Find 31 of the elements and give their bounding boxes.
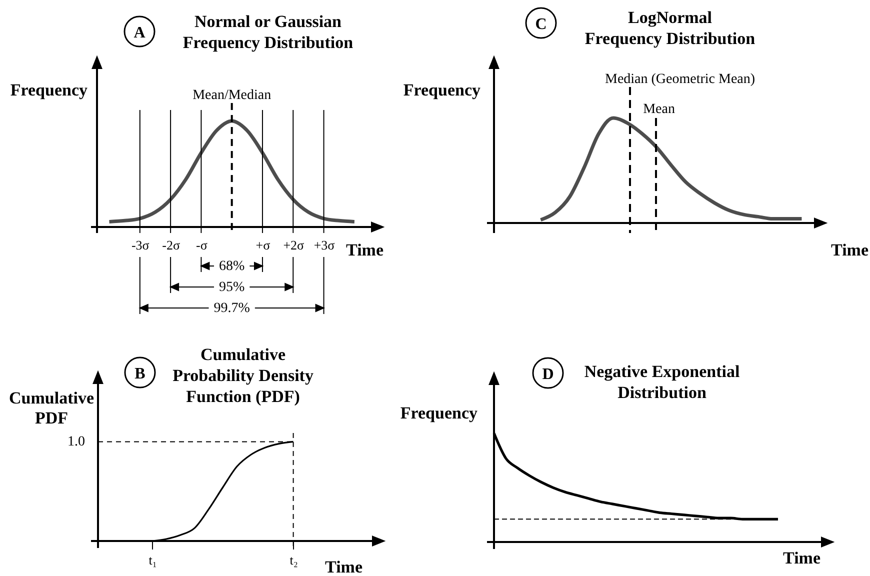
x-axis-title: Time (346, 240, 384, 260)
x-tick-label: +2σ (283, 238, 304, 252)
x-axis-title: Time (325, 558, 363, 576)
text: D (542, 366, 554, 383)
chart-title: Cumulative Probability Density Function (PDF) (172, 345, 314, 406)
chart-title: LogNormal Frequency Distribution (584, 8, 756, 48)
y-axis-title: Frequency (403, 80, 481, 100)
x-axis-title: Time (831, 240, 869, 260)
text: 99.7% (214, 301, 250, 316)
x-tick-label: +σ (256, 238, 270, 252)
text: Median (Geometric Mean) (605, 72, 756, 87)
text: Mean (643, 102, 675, 117)
x-tick-label: -2σ (162, 238, 180, 252)
text: 95% (219, 280, 246, 295)
x-tick-label: -3σ (131, 238, 150, 252)
ref-line-label: Mean/Median (192, 88, 272, 103)
chart-title: Negative Exponential Distribution (584, 362, 740, 402)
x-axis-title: Time (783, 548, 821, 568)
x-tick-label: -σ (196, 238, 208, 252)
chart-title: Normal or Gaussian Frequency Distribution (182, 12, 354, 52)
text: A (134, 24, 146, 42)
y-axis-title: Cumulative PDF (9, 388, 94, 428)
y-axis-title: Frequency (10, 80, 88, 100)
ref-line-label: 1.0 (68, 434, 85, 450)
x-tick-label: +3σ (314, 238, 335, 252)
x-tick-label: t₁ (148, 552, 157, 568)
text: B (134, 366, 146, 382)
x-tick-label: t₂ (290, 552, 298, 568)
y-axis-title: Frequency (400, 404, 478, 422)
text: C (535, 16, 547, 33)
text: 68% (219, 259, 246, 274)
